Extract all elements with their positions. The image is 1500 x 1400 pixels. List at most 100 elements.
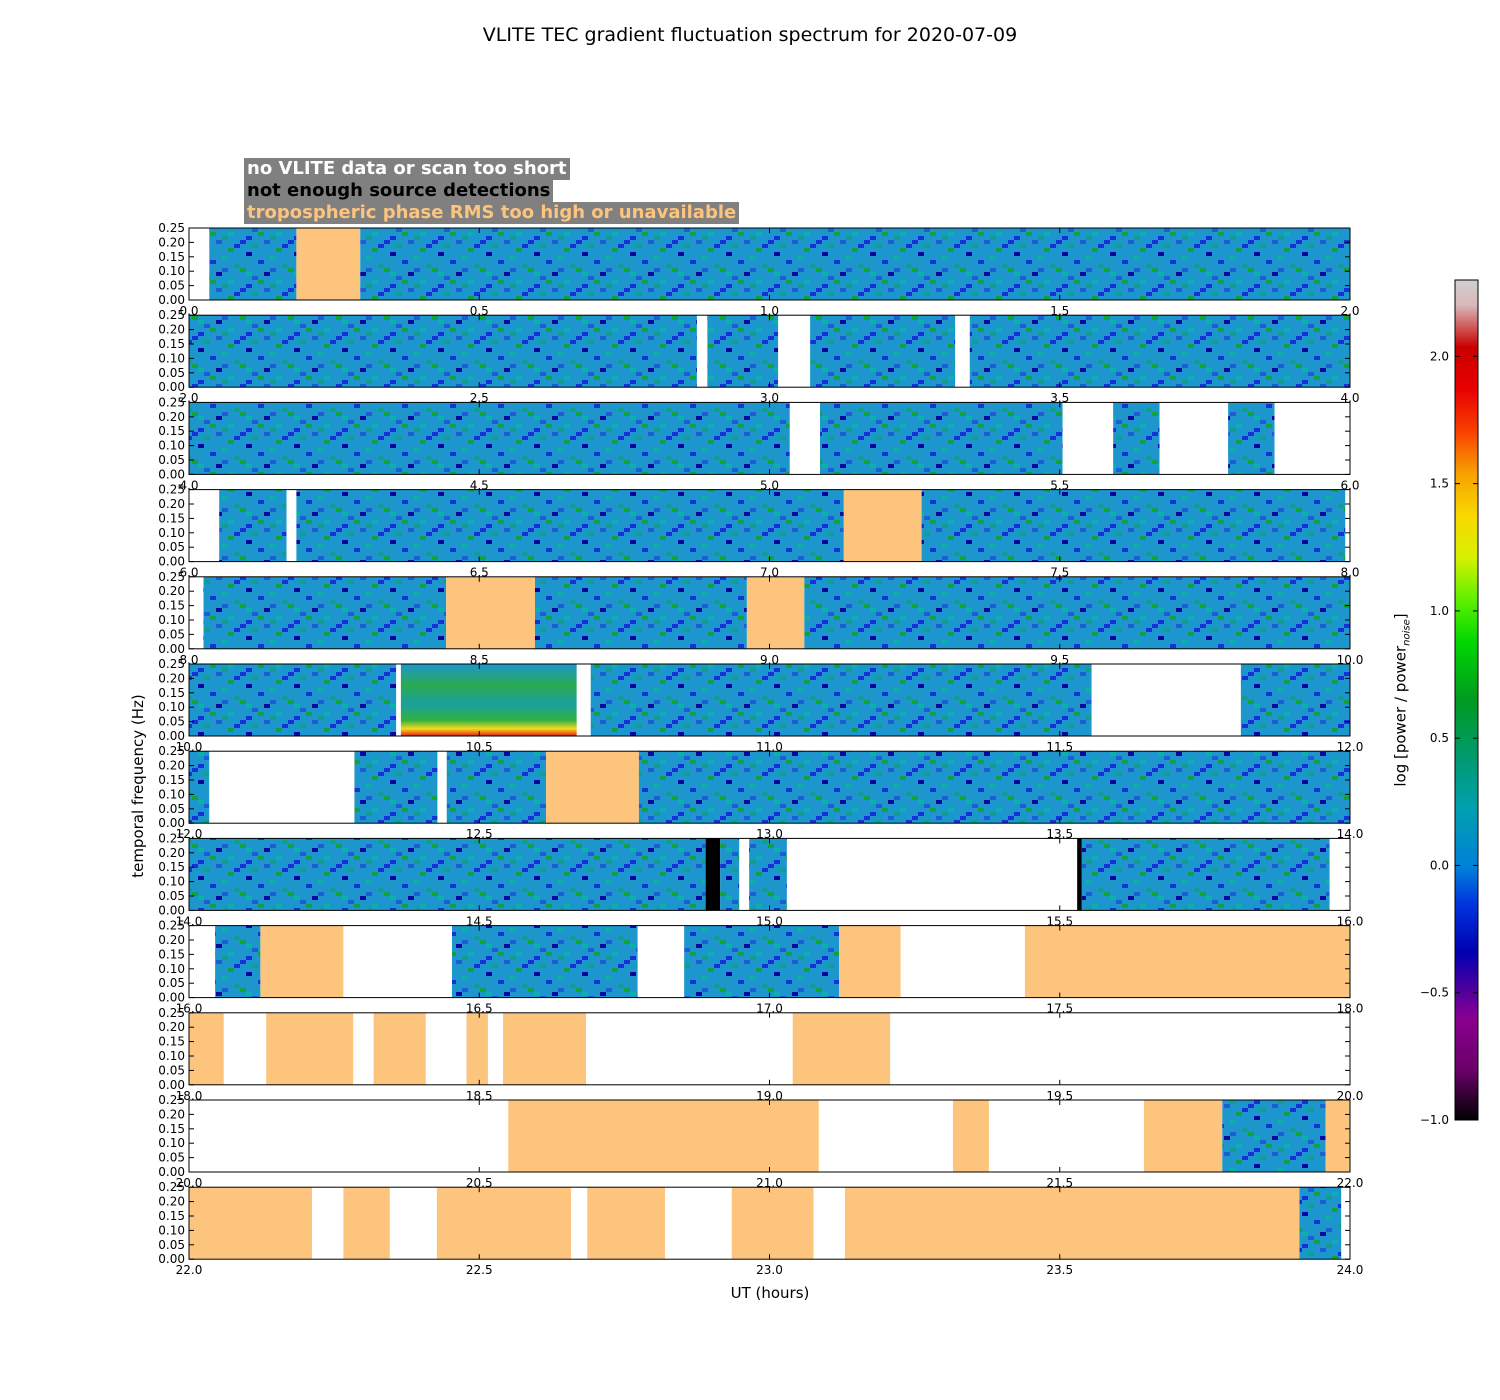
y-tick-label: 0.25	[158, 919, 185, 933]
segment-orange	[546, 751, 639, 824]
x-tick-label: 7.0	[760, 566, 779, 580]
y-tick-label: 0.00	[158, 903, 185, 917]
segment-data	[360, 228, 1350, 300]
colorbar: 2.0 1.5 1.0 0.5 0.0 −0.5 −1.0	[1420, 279, 1479, 1127]
y-tick-label: 0.25	[158, 744, 185, 758]
segment-orange	[731, 1187, 814, 1260]
legend-not-enough-detections: not enough source detections	[244, 180, 554, 202]
y-tick-label: 0.25	[158, 395, 185, 409]
segment-data	[707, 315, 779, 388]
legend-not-enough-detections-label: not enough source detections	[247, 180, 551, 201]
x-tick-label: 18.0	[176, 1089, 203, 1103]
x-tick-label: 10.5	[466, 740, 493, 754]
y-tick-label: 0.05	[158, 715, 185, 729]
y-tick-label: 0.25	[158, 308, 185, 322]
segment-orange	[266, 1012, 354, 1085]
y-tick-label: 0.25	[158, 657, 185, 671]
x-tick-label: 13.0	[756, 827, 783, 841]
y-tick-label: 0.20	[158, 1195, 185, 1209]
segment-white	[637, 925, 685, 998]
x-tick-label: 16.5	[466, 1002, 493, 1016]
y-tick-label: 0.10	[158, 787, 185, 801]
segment-data	[921, 489, 1346, 562]
colorbar-frame	[1454, 279, 1479, 1121]
x-tick-label: 16.0	[1337, 914, 1364, 928]
segment-white	[353, 1012, 374, 1085]
y-tick-label: 0.15	[158, 1122, 185, 1136]
segment-white	[189, 925, 216, 998]
y-tick-label: 0.10	[158, 526, 185, 540]
segment-white	[189, 228, 210, 300]
panels-group: 0.250.200.150.100.050.000.0 0.5 1.0 1.5 2.00…	[158, 221, 1363, 1277]
segment-white	[1274, 402, 1350, 475]
segment-orange	[843, 489, 922, 562]
y-tick-label: 0.10	[158, 613, 185, 627]
segment-white	[1341, 1187, 1350, 1260]
colorbar-tick-label: 0.0	[1430, 858, 1449, 872]
x-tick-label: 12.0	[1337, 740, 1364, 754]
y-tick-label: 0.05	[158, 1151, 185, 1165]
x-tick-label: 22.0	[1337, 1176, 1364, 1190]
segment-orange	[373, 1012, 426, 1085]
segment-data	[810, 315, 956, 388]
y-tick-label: 0.00	[158, 1165, 185, 1179]
panel-3: 0.250.200.150.100.050.006.0 6.5 7.0 7.5 8.0	[158, 483, 1359, 580]
segment-orange	[792, 1012, 891, 1085]
segment-data	[1081, 838, 1330, 911]
segment-data	[189, 751, 210, 824]
x-tick-label: 13.5	[1046, 827, 1073, 841]
y-tick-label: 0.20	[158, 323, 185, 337]
segment-white	[189, 576, 204, 649]
y-tick-label: 0.20	[158, 584, 185, 598]
x-tick-label: 19.0	[756, 1089, 783, 1103]
y-tick-label: 0.05	[158, 976, 185, 990]
x-tick-label: 18.5	[466, 1089, 493, 1103]
colorbar-label-main: log [power / power	[1391, 645, 1410, 787]
x-tick-label: 22.5	[466, 1263, 493, 1277]
legend-no-data: no VLITE data or scan too short	[244, 158, 570, 180]
x-tick-label: 1.0	[760, 304, 779, 318]
segment-orange	[446, 576, 535, 649]
y-tick-label: 0.00	[158, 293, 185, 307]
segment-orange	[296, 228, 361, 300]
y-tick-label: 0.00	[158, 729, 185, 743]
panel-4: 0.250.200.150.100.050.008.0 8.5 9.0 9.5 10.0	[158, 570, 1363, 667]
y-tick-label: 0.05	[158, 802, 185, 816]
segment-data	[189, 315, 697, 388]
segment-data	[684, 925, 840, 998]
y-tick-label: 0.00	[158, 380, 185, 394]
x-tick-label: 6.0	[1340, 478, 1359, 492]
segment-data	[1228, 402, 1275, 475]
y-tick-label: 0.00	[158, 816, 185, 830]
x-tick-label: 7.5	[1050, 566, 1069, 580]
segment-black	[705, 838, 721, 911]
y-tick-label: 0.10	[158, 1223, 185, 1237]
colorbar-label-subscript: noise	[1401, 619, 1413, 646]
y-tick-label: 0.05	[158, 279, 185, 293]
x-tick-label: 6.0	[179, 566, 198, 580]
x-tick-label: 5.5	[1050, 478, 1069, 492]
segment-white	[1159, 402, 1229, 475]
segment-data	[590, 664, 1092, 736]
y-tick-label: 0.05	[158, 889, 185, 903]
x-tick-label: 14.0	[1337, 827, 1364, 841]
segment-data	[215, 925, 261, 998]
y-tick-label: 0.20	[158, 933, 185, 947]
y-tick-label: 0.10	[158, 351, 185, 365]
x-tick-label: 3.0	[760, 391, 779, 405]
segment-white	[665, 1187, 732, 1260]
x-tick-label: 17.5	[1046, 1002, 1073, 1016]
y-tick-label: 0.15	[158, 511, 185, 525]
segment-white	[437, 751, 447, 824]
segment-orange	[1024, 925, 1350, 998]
x-tick-label: 20.0	[176, 1176, 203, 1190]
x-tick-label: 22.0	[176, 1263, 203, 1277]
x-tick-label: 18.0	[1337, 1002, 1364, 1016]
chart-title: VLITE TEC gradient fluctuation spectrum …	[482, 24, 1018, 46]
segment-orange	[746, 576, 805, 649]
